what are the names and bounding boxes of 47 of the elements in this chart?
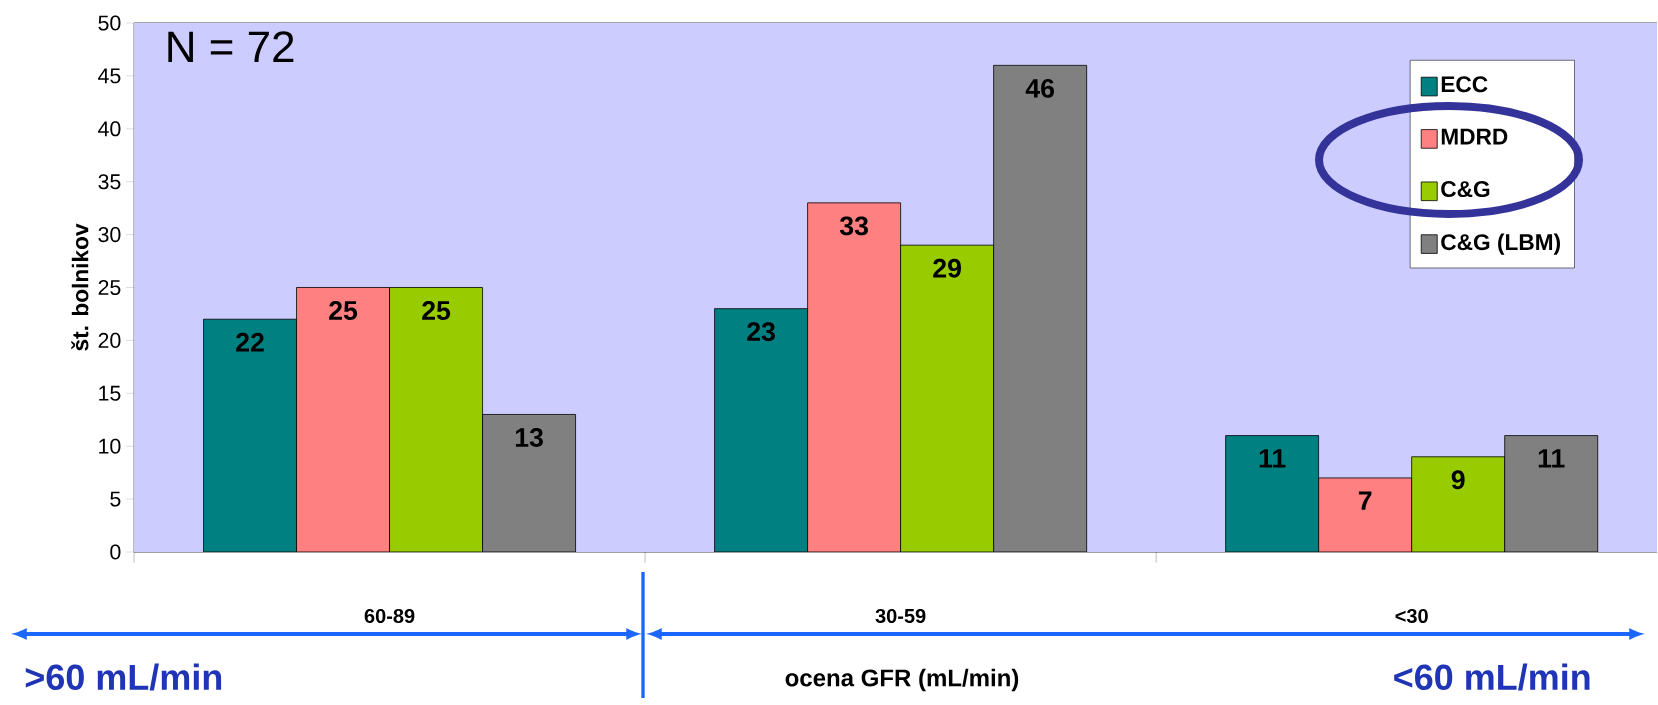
data-label: 22	[236, 332, 264, 352]
data-label: 46	[1025, 78, 1054, 98]
y-tick-label: 40	[98, 121, 121, 137]
legend-label: C&G (LBM)	[1441, 233, 1560, 255]
x-axis-title: ocena GFR (mL/min)	[785, 668, 1019, 692]
bar	[203, 318, 297, 552]
bar	[482, 414, 576, 552]
y-tick-label: 30	[98, 227, 121, 243]
bar	[296, 287, 390, 552]
bar	[1504, 435, 1599, 552]
bar	[993, 64, 1088, 552]
x-tick-label: 30-59	[875, 608, 926, 624]
data-label: 11	[1538, 449, 1565, 468]
y-axis-title: št. bolnikov	[71, 223, 89, 351]
annotation: N = 72	[168, 31, 294, 62]
bar	[714, 308, 808, 552]
data-label: 11	[1259, 449, 1286, 468]
y-tick-label: 45	[98, 68, 121, 84]
y-tick-label: 5	[110, 491, 121, 507]
bar	[807, 202, 902, 552]
text: >60 mL/min	[25, 663, 222, 691]
bar	[1225, 435, 1320, 552]
data-label: 25	[422, 301, 451, 320]
data-label: 25	[329, 301, 358, 320]
y-tick-label: 10	[99, 438, 121, 454]
data-label: 9	[1451, 470, 1465, 490]
data-label: 13	[515, 428, 543, 447]
bar	[1318, 477, 1413, 552]
y-tick-label: 15	[99, 385, 121, 401]
y-tick-label: 50	[98, 15, 121, 31]
legend-label: ECC	[1441, 76, 1488, 93]
x-tick-label: 60-89	[364, 608, 415, 624]
legend-label: MDRD	[1441, 128, 1508, 145]
bar	[389, 287, 483, 552]
data-label: 33	[839, 216, 868, 236]
bar	[1411, 456, 1506, 552]
y-tick-label: 0	[110, 544, 121, 560]
data-label: 23	[747, 322, 775, 342]
data-label: 7	[1358, 491, 1372, 510]
y-tick-label: 35	[98, 174, 121, 190]
text: <60 mL/min	[1394, 663, 1590, 691]
y-tick-label: 20	[98, 332, 121, 348]
bar	[900, 244, 995, 552]
x-tick-label: <30	[1395, 608, 1428, 624]
data-label: 29	[933, 258, 961, 278]
y-tick-label: 25	[98, 279, 121, 296]
legend-label: C&G	[1441, 181, 1490, 198]
